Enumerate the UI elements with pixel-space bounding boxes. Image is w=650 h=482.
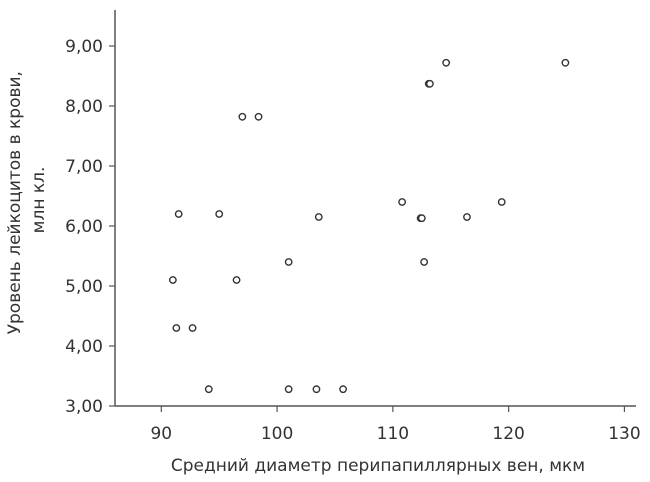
y-tick-label: 9,00 — [65, 37, 103, 57]
data-point — [426, 79, 434, 88]
y-tick-label: 3,00 — [65, 397, 103, 417]
data-point — [204, 385, 213, 394]
data-point — [238, 112, 247, 121]
x-tick-label: 90 — [150, 424, 172, 444]
y-axis-title: Уровень лейкоцитов в крови, млн кл. — [5, 66, 49, 335]
data-point — [232, 276, 241, 284]
y-tick-label: 4,00 — [65, 337, 103, 357]
data-point — [442, 58, 451, 67]
data-points — [168, 58, 570, 394]
x-tick-label: 120 — [492, 424, 524, 444]
data-point — [561, 58, 570, 67]
data-point — [188, 324, 197, 332]
data-point — [497, 198, 506, 206]
x-tick-label: 110 — [377, 424, 409, 444]
data-point — [417, 214, 426, 223]
axes — [114, 10, 636, 407]
data-point — [420, 258, 429, 266]
data-point — [174, 210, 183, 218]
y-tick-label: 6,00 — [65, 217, 103, 237]
data-point — [168, 276, 177, 284]
data-point — [314, 213, 323, 221]
data-point — [215, 210, 224, 218]
data-point — [339, 385, 347, 394]
x-tick-label: 100 — [261, 424, 293, 444]
data-point — [254, 112, 263, 121]
y-tick-label: 7,00 — [65, 157, 103, 177]
data-point — [312, 385, 321, 394]
y-tick-label: 5,00 — [65, 277, 103, 297]
y-axis-title-line-2: млн кл. — [29, 167, 49, 234]
data-point — [172, 324, 181, 332]
y-ticks: 3,00 4,00 5,00 6,00 7,00 8,00 9,00 — [65, 37, 115, 417]
y-tick-label: 8,00 — [65, 97, 103, 117]
x-tick-label: 130 — [608, 424, 640, 444]
data-point — [284, 258, 293, 266]
data-point — [284, 385, 293, 394]
x-axis-title: Средний диаметр перипапиллярных вен, мкм — [171, 456, 585, 476]
y-axis-title-line-1: Уровень лейкоцитов в крови, — [5, 71, 25, 334]
data-point — [463, 213, 471, 221]
x-ticks: 90 100 110 120 130 — [150, 406, 641, 444]
data-point — [398, 198, 407, 206]
